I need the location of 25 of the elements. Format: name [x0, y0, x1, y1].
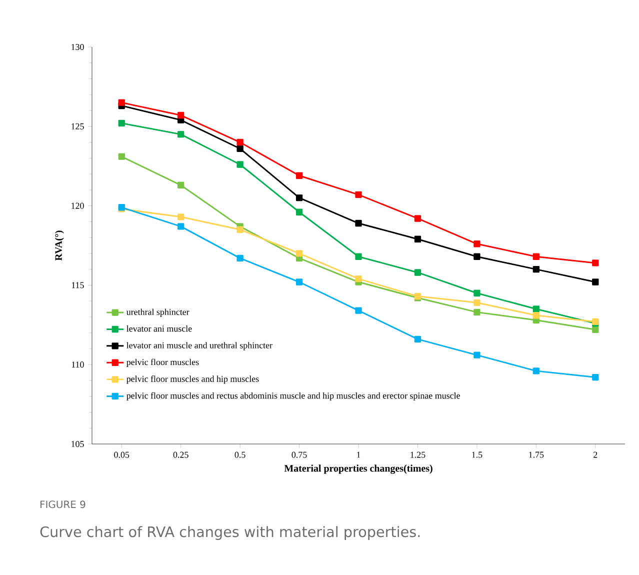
x-tick-label: 0.5: [234, 452, 246, 458]
y-tick-label: 110: [72, 362, 84, 368]
legend-label: urethral sphincter: [126, 308, 190, 317]
x-tick-label: 1.5: [472, 452, 482, 458]
y-tick-label: 120: [72, 202, 84, 209]
legend-label: levator ani muscle and urethral sphincter: [126, 342, 272, 350]
text: Curve chart of RVA changes with material properties.: [40, 526, 420, 540]
x-tick-label: 0.75: [292, 452, 307, 458]
x-tick-label: 1: [357, 452, 360, 458]
y-tick-label: 125: [72, 123, 84, 130]
legend-label: pelvic floor muscles: [126, 358, 199, 367]
caption: FIGURE 9: [40, 500, 86, 508]
x-tick-label: 2: [594, 452, 598, 458]
x-tick-label: 1.25: [410, 452, 426, 458]
x-tick-label: 1.75: [529, 452, 544, 458]
legend-label: pelvic floor muscles and hip muscles: [126, 376, 259, 384]
x-tick-label: 0.25: [173, 452, 188, 458]
y-tick-label: 105: [72, 440, 84, 448]
x-tick-label: 0.05: [114, 452, 130, 458]
y-tick-label: 130: [72, 44, 84, 50]
x-axis-title: Material properties changes(times): [284, 464, 432, 474]
legend-label: levator ani muscle: [126, 325, 192, 332]
legend-label: pelvic floor muscles and rectus abdominis muscle and hip muscles and erector spinae muscle: [126, 392, 460, 401]
y-axis-title: RVA(°): [54, 230, 64, 261]
y-tick-label: 115: [72, 282, 84, 288]
